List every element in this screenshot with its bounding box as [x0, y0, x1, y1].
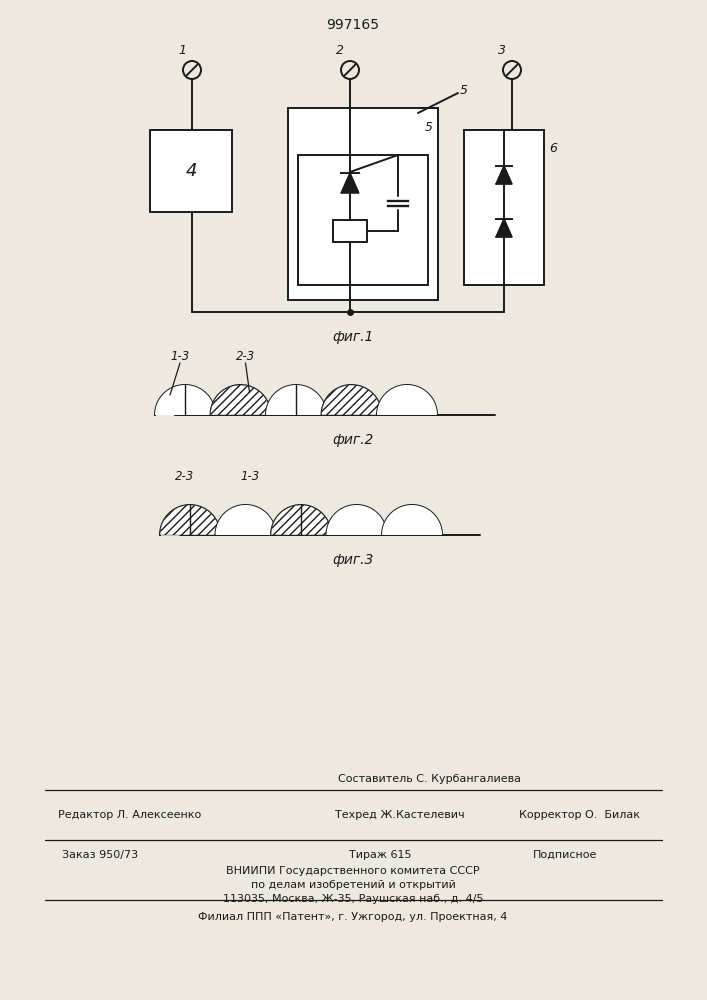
Polygon shape [496, 166, 512, 184]
Polygon shape [327, 505, 387, 535]
Polygon shape [211, 385, 271, 415]
Bar [150, 130, 232, 212]
Text: 5: 5 [425, 121, 433, 134]
Text: Подписное: Подписное [533, 850, 597, 860]
Polygon shape [382, 505, 442, 535]
Polygon shape [216, 505, 276, 535]
Text: 1: 1 [178, 44, 186, 57]
Text: Составитель С. Курбангалиева: Составитель С. Курбангалиева [339, 774, 522, 784]
Text: Филиал ППП «Патент», г. Ужгород, ул. Проектная, 4: Филиал ППП «Патент», г. Ужгород, ул. Про… [198, 912, 508, 922]
Polygon shape [271, 505, 331, 535]
Text: фиг.1: фиг.1 [332, 330, 374, 344]
Text: ВНИИПИ Государственного комитета СССР: ВНИИПИ Государственного комитета СССР [226, 866, 480, 876]
Text: 1-3: 1-3 [170, 350, 189, 363]
Text: 2: 2 [336, 44, 344, 57]
Text: Корректор О.  Билак: Корректор О. Билак [520, 810, 641, 820]
Polygon shape [377, 385, 437, 415]
Bar [464, 130, 544, 285]
Text: фиг.3: фиг.3 [332, 553, 374, 567]
Text: 6: 6 [549, 142, 557, 155]
Text: фиг.2: фиг.2 [332, 433, 374, 447]
Bar [288, 108, 438, 300]
Text: по делам изобретений и открытий: по делам изобретений и открытий [250, 880, 455, 890]
Text: Тираж 615: Тираж 615 [349, 850, 411, 860]
Text: Заказ 950/73: Заказ 950/73 [62, 850, 138, 860]
Polygon shape [496, 219, 512, 237]
Text: Техред Ж.Кастелевич: Техред Ж.Кастелевич [335, 810, 464, 820]
Text: 997165: 997165 [327, 18, 380, 32]
Polygon shape [160, 505, 220, 535]
Text: 2-3: 2-3 [175, 470, 194, 483]
Text: 113035, Москва, Ж-35, Раушская наб., д. 4/5: 113035, Москва, Ж-35, Раушская наб., д. … [223, 894, 484, 904]
Polygon shape [266, 385, 326, 415]
Bar [298, 155, 428, 285]
Polygon shape [341, 173, 358, 193]
Text: Редактор Л. Алексеенко: Редактор Л. Алексеенко [59, 810, 201, 820]
Polygon shape [155, 385, 215, 415]
Text: 4: 4 [185, 162, 197, 180]
Text: 3: 3 [498, 44, 506, 57]
Text: 5: 5 [460, 85, 468, 98]
Text: 1-3: 1-3 [241, 470, 260, 483]
Text: 2-3: 2-3 [236, 350, 255, 363]
Polygon shape [322, 385, 382, 415]
Bar [333, 220, 367, 242]
